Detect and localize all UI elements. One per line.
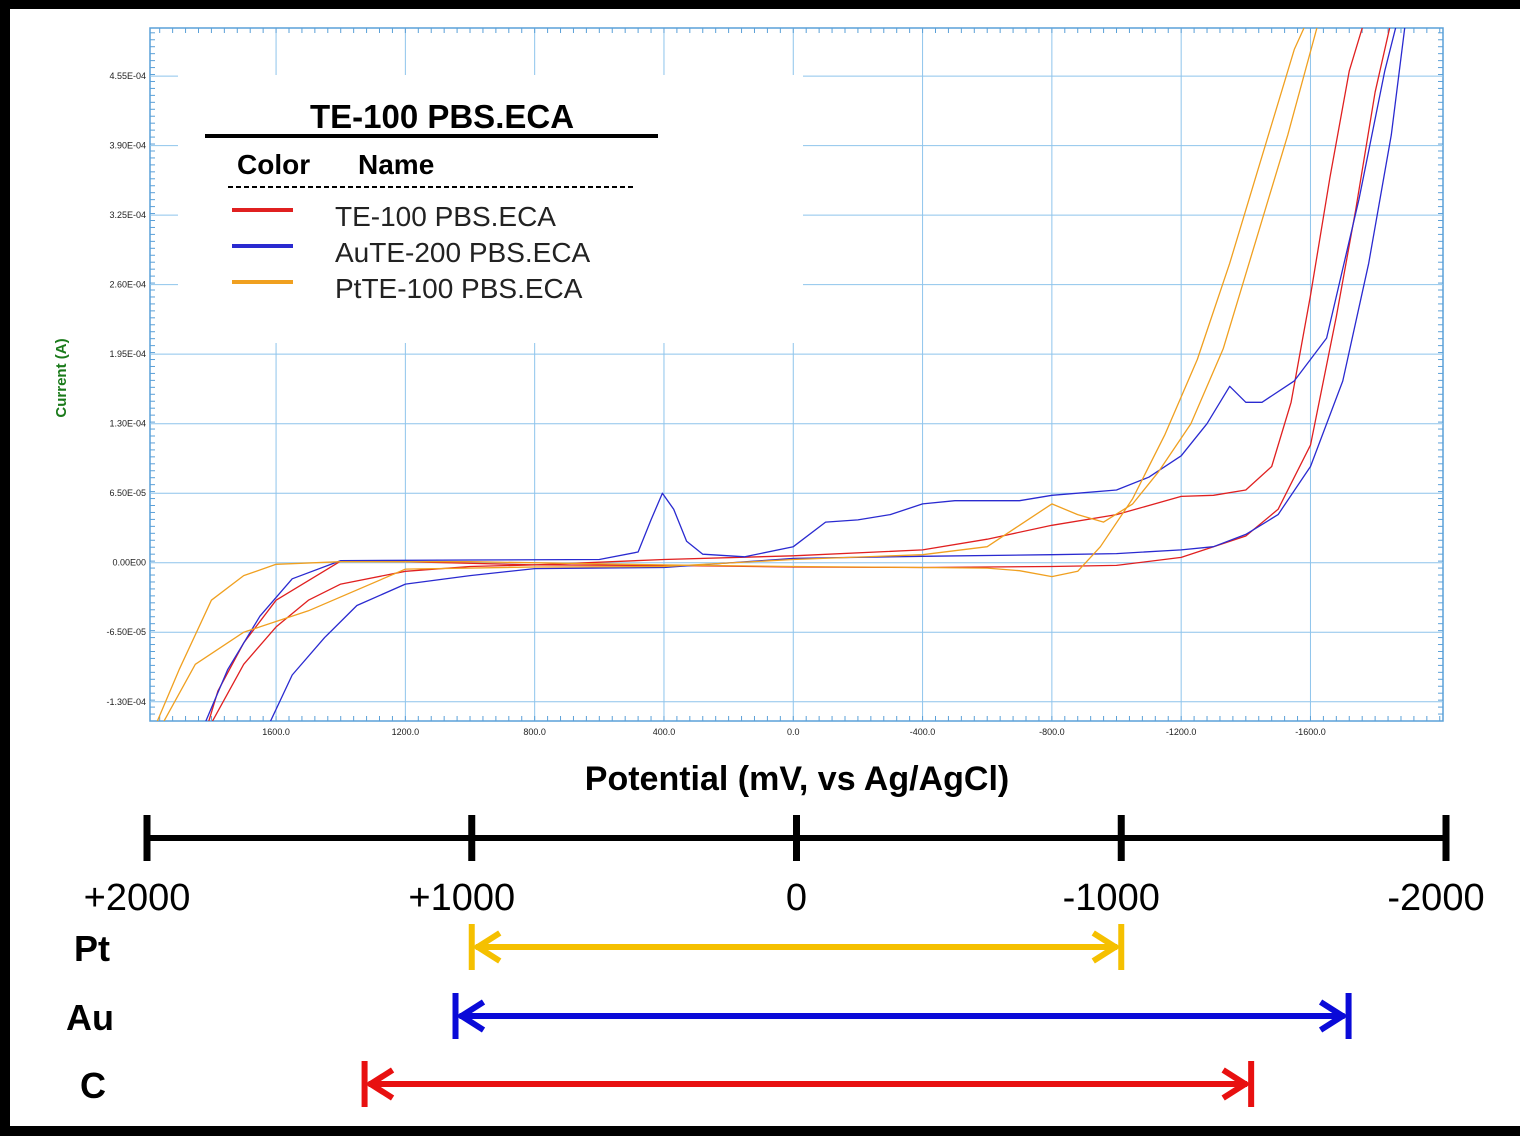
scale-tick-label: -2000 [1387, 877, 1484, 919]
x-tick-label: -1600.0 [1295, 727, 1326, 737]
y-tick-label: -1.30E-04 [106, 697, 146, 707]
legend-title: TE-100 PBS.ECA [310, 98, 574, 135]
x-tick-label: 800.0 [523, 727, 546, 737]
plot-area: 1600.0 1200.0 800.0 400.0 0.0 -400.0 -800.0 -12… [53, 7, 1443, 737]
x-tick-label: 0.0 [787, 727, 800, 737]
y-tick-label: 3.90E-04 [109, 141, 146, 151]
y-tick-label: -6.50E-05 [106, 627, 146, 637]
potential-scale: +2000 +1000 0 -1000 -2000 [84, 815, 1485, 919]
x-tick-label: -400.0 [910, 727, 936, 737]
window-label: Pt [74, 928, 110, 969]
y-tick-label: 4.55E-04 [109, 71, 146, 81]
x-axis-label: Potential (mV, vs Ag/AgCl) [585, 760, 1009, 798]
scale-tick-label: -1000 [1063, 877, 1160, 919]
y-tick-labels: 4.55E-04 3.90E-04 3.25E-04 2.60E-04 1.95E-04… [106, 71, 146, 707]
x-tick-label: -800.0 [1039, 727, 1065, 737]
window-label: Au [66, 997, 114, 1038]
scale-tick-label: +2000 [84, 877, 191, 919]
y-tick-label: 1.30E-04 [109, 419, 146, 429]
scale-ticks: +2000 +1000 0 -1000 -2000 [84, 815, 1485, 919]
x-tick-label: 1200.0 [392, 727, 420, 737]
scale-tick-label: +1000 [408, 877, 515, 919]
legend-item-label: TE-100 PBS.ECA [335, 201, 556, 232]
y-tick-label: 3.25E-04 [109, 210, 146, 220]
x-tick-label: 1600.0 [262, 727, 290, 737]
x-tick-labels: 1600.0 1200.0 800.0 400.0 0.0 -400.0 -800.0 -12… [262, 727, 1325, 737]
legend: TE-100 PBS.ECA Color Name TE-100 PBS.ECA… [178, 75, 803, 343]
window-pt: Pt [74, 924, 1121, 970]
scale-tick-label: 0 [786, 877, 807, 919]
potential-windows: Pt Au C [66, 924, 1349, 1107]
x-tick-label: 400.0 [653, 727, 676, 737]
y-tick-label: 6.50E-05 [109, 488, 146, 498]
window-label: C [80, 1065, 106, 1106]
y-tick-label: 1.95E-04 [109, 349, 146, 359]
y-tick-label: 2.60E-04 [109, 280, 146, 290]
y-tick-label: 0.00E00 [112, 558, 146, 568]
legend-name-header: Name [358, 149, 434, 180]
legend-item-label: PtTE-100 PBS.ECA [335, 273, 583, 304]
window-c: C [80, 1061, 1251, 1107]
legend-color-header: Color [237, 149, 310, 180]
window-au: Au [66, 993, 1349, 1039]
legend-item-label: AuTE-200 PBS.ECA [335, 237, 591, 268]
x-tick-label: -1200.0 [1166, 727, 1197, 737]
y-axis-label: Current (A) [53, 338, 70, 417]
